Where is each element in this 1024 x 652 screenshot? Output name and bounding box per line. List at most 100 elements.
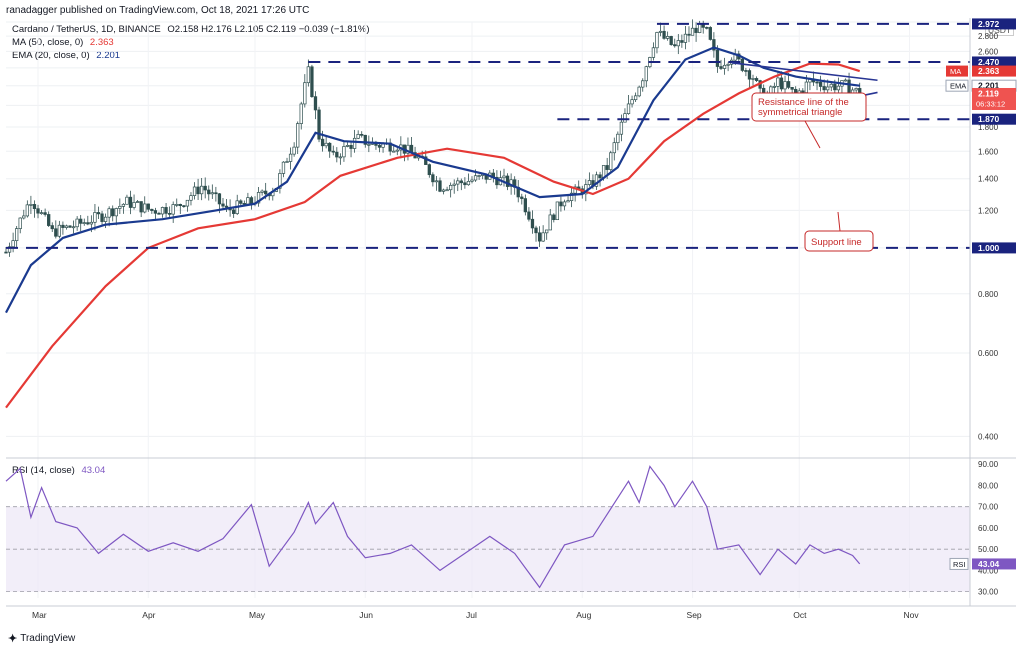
- candle-body: [7, 246, 12, 253]
- candle-body: [431, 174, 435, 183]
- candle-body: [221, 203, 225, 207]
- candle-body: [146, 203, 150, 210]
- candle-body: [687, 33, 691, 36]
- candle-body: [89, 221, 94, 225]
- price-tick-label: 1.200: [978, 206, 999, 215]
- candle-body: [826, 86, 830, 91]
- price-tick-label: 1.400: [978, 175, 999, 184]
- candle-body: [705, 27, 709, 29]
- candle-body: [541, 232, 545, 242]
- candle-body: [406, 144, 410, 154]
- rsi-tick-label: 60.00: [978, 524, 999, 533]
- candle-body: [377, 145, 382, 148]
- candle-body: [75, 218, 79, 228]
- candle-body: [363, 134, 367, 145]
- candle-body: [360, 134, 364, 136]
- rsi-grid: [6, 506, 970, 593]
- candle-body: [36, 208, 40, 214]
- candle-body: [665, 36, 670, 39]
- candle-body: [708, 27, 712, 40]
- candle-body: [182, 205, 186, 208]
- resistance-trendline: [731, 62, 878, 82]
- candle-body: [690, 27, 695, 36]
- candle-body: [456, 180, 460, 185]
- symbol-name: Cardano / TetherUS, 1D, BINANCE: [12, 24, 161, 35]
- candle-body: [477, 175, 481, 177]
- candle-body: [15, 228, 19, 241]
- candle-body: [520, 196, 524, 199]
- candle-body: [214, 192, 218, 195]
- candle-body: [111, 208, 115, 217]
- tradingview-logo-icon: ✦: [8, 633, 17, 645]
- candle-body: [566, 200, 570, 203]
- candle-body: [118, 206, 122, 209]
- candle-body: [655, 32, 659, 49]
- candle-body: [86, 222, 90, 225]
- candle-body: [783, 81, 787, 90]
- candle-body: [804, 81, 809, 93]
- ema20-line: [5, 46, 860, 314]
- candle-body: [637, 86, 641, 97]
- price-label-text-level-1000: 1.000: [978, 243, 1000, 253]
- candle-body: [833, 83, 837, 91]
- price-tick-label: 1.800: [978, 123, 999, 132]
- candle-body: [114, 208, 118, 217]
- candle-body: [264, 190, 268, 195]
- candle-body: [509, 179, 513, 187]
- candle-body: [278, 173, 282, 189]
- candle-body: [132, 202, 136, 208]
- candle-body: [751, 78, 755, 80]
- candle-body: [68, 225, 72, 228]
- candle-body: [801, 90, 805, 93]
- candle-body: [836, 85, 841, 91]
- candle-body: [317, 109, 321, 140]
- rsi-legend-label: RSI (14, close): [12, 465, 75, 476]
- price-tick-label: 0.400: [978, 432, 999, 441]
- candle-body: [822, 86, 826, 91]
- rsi-legend: RSI (14, close) 43.04: [12, 465, 105, 476]
- candle-body: [4, 251, 8, 254]
- support-callout-box: [804, 230, 874, 252]
- time-tick-label: Jul: [466, 610, 477, 620]
- publisher-caption: ranadagger published on TradingView.com,…: [6, 5, 310, 16]
- ema-legend: EMA (20, close, 0) 2.201: [12, 50, 120, 61]
- rsi-line: [5, 465, 861, 589]
- tradingview-brand[interactable]: ✦ TradingView: [8, 632, 75, 645]
- candle-body: [555, 201, 560, 221]
- candle-body: [392, 150, 396, 153]
- indicator-tag-text-ma: MA: [950, 67, 961, 76]
- candle-body: [726, 63, 730, 66]
- candle-body: [612, 142, 616, 154]
- candle-body: [644, 66, 648, 82]
- price-tick-label: 1.600: [978, 147, 999, 156]
- candle-body: [160, 207, 165, 215]
- candle-body: [633, 95, 638, 101]
- candle-body: [328, 142, 332, 152]
- candle-body: [630, 99, 634, 105]
- candle-body: [609, 152, 613, 170]
- candle-body: [395, 149, 399, 152]
- rsi-tick-label: 90.00: [978, 460, 999, 469]
- candle-body: [11, 240, 15, 248]
- time-tick-label: May: [249, 610, 266, 620]
- candle-body: [680, 40, 684, 43]
- price-tick-label: 0.600: [978, 349, 999, 358]
- candle-body: [445, 189, 449, 192]
- candle-body: [43, 212, 47, 215]
- candle-body: [473, 175, 478, 181]
- time-tick-label: Aug: [576, 610, 591, 620]
- candle-body: [623, 113, 627, 123]
- candle-body: [128, 196, 133, 208]
- candle-body: [495, 176, 499, 186]
- resistance-callout-text: Resistance line of the: [758, 97, 849, 108]
- candles: [4, 19, 862, 257]
- candle-body: [345, 145, 350, 147]
- support-callout-text: Support line: [811, 237, 862, 248]
- candle-body: [552, 214, 556, 221]
- candle-body: [185, 199, 190, 207]
- candle-body: [167, 213, 172, 215]
- candle-body: [523, 198, 528, 213]
- candle-body: [39, 212, 44, 214]
